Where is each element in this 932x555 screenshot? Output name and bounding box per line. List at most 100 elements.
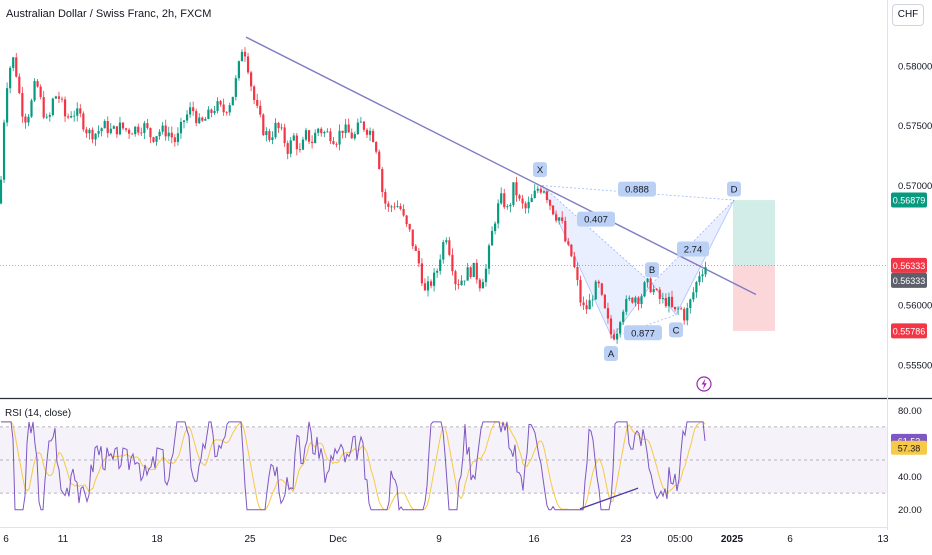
candle-body: [500, 193, 503, 204]
candle-body: [253, 86, 256, 101]
pattern-ratio-line: [651, 199, 735, 284]
candle-body: [289, 140, 292, 154]
grid-layer: [0, 0, 932, 530]
candle-body: [48, 115, 51, 117]
candle-body: [490, 231, 494, 246]
candle-body: [301, 139, 305, 150]
candle-body: [140, 132, 143, 134]
candle-body: [423, 283, 427, 291]
pattern-point-c: C: [673, 325, 680, 336]
candle-body: [259, 105, 262, 115]
candle-body: [698, 276, 701, 283]
candle-body: [655, 289, 658, 290]
candle-body: [73, 115, 76, 117]
candle-body: [594, 281, 597, 300]
candle-body: [396, 206, 399, 208]
pattern-labels: X A B C D 0.888 0.407 0.877 2.74: [533, 162, 741, 362]
candle-body: [195, 111, 198, 124]
candle-body: [436, 270, 439, 273]
candle-body: [234, 78, 237, 97]
rsi-tick-label: 80.00: [898, 406, 922, 417]
pattern-fill-bcd: [652, 200, 734, 315]
rsi-tick-label: 20.00: [898, 505, 922, 516]
pattern-point-x: X: [537, 165, 544, 176]
candle-body: [2, 122, 6, 180]
candle-body: [67, 116, 70, 118]
price-tag: 0.56333: [893, 276, 926, 286]
candle-body: [393, 206, 396, 208]
candle-body: [561, 217, 564, 221]
pattern-ratio-label-bg: [624, 325, 662, 341]
candle-body: [664, 298, 667, 307]
candle-body: [350, 132, 353, 139]
candle-body: [414, 246, 417, 251]
candle-body: [329, 131, 332, 142]
pattern-fill-xab: [542, 185, 652, 338]
candle-body: [240, 51, 244, 62]
candle-body: [673, 306, 677, 310]
candle-body: [85, 129, 88, 134]
candle-body: [265, 131, 268, 136]
candle-body: [344, 124, 347, 133]
candle-body: [103, 121, 106, 129]
candle-body: [189, 107, 192, 115]
candle-body: [60, 98, 64, 100]
candle-body: [42, 97, 45, 118]
candle-body: [173, 137, 176, 143]
pattern-point-x-bg: [533, 162, 547, 178]
candle-body: [368, 130, 372, 135]
candle-body: [274, 122, 277, 138]
price-tag-bg: [891, 272, 927, 288]
long-position-tool[interactable]: [733, 200, 775, 331]
candle-body: [451, 254, 454, 272]
candle-body: [0, 179, 3, 204]
candle-body: [402, 208, 405, 216]
pattern-ratio-label-bg: [577, 211, 615, 227]
candle-body: [558, 217, 561, 221]
candle-body: [292, 135, 295, 141]
pattern-ratio-label: 0.888: [625, 185, 649, 196]
time-tick-label: 16: [528, 534, 540, 545]
candle-body: [689, 299, 692, 309]
candle-body: [109, 128, 112, 134]
candle-body: [509, 204, 512, 207]
position-stop-zone: [733, 265, 775, 331]
trendline-layer[interactable]: [245, 36, 757, 296]
candle-body: [164, 125, 167, 137]
candle-body: [323, 132, 326, 134]
candle-body: [667, 296, 671, 307]
currency-button[interactable]: CHF: [892, 4, 924, 26]
rsi-value-tag: 57.38: [898, 443, 921, 453]
candle-body: [271, 137, 274, 141]
candle-body: [365, 129, 369, 135]
candle-body: [442, 242, 445, 260]
candle-body: [512, 182, 515, 205]
pattern-point-b-bg: [645, 262, 659, 278]
pattern-point-b: B: [649, 265, 655, 276]
candle-body: [12, 57, 15, 68]
price-tick-label: 0.58000: [898, 61, 932, 72]
candle-body: [448, 240, 451, 255]
candle-body: [683, 308, 686, 321]
time-tick-label: 11: [58, 534, 69, 545]
pattern-ratio-label-bg: [618, 181, 656, 197]
candle-body: [134, 126, 137, 135]
harmonic-pattern[interactable]: [541, 185, 735, 339]
time-tick-label: 6: [787, 534, 793, 545]
candle-body: [497, 203, 500, 224]
candle-body: [51, 98, 54, 116]
candle-body: [82, 113, 85, 130]
candle-body: [640, 296, 643, 304]
rsi-value-tag-bg: [891, 440, 927, 455]
candle-body: [45, 116, 48, 118]
price-tag-bg: [891, 192, 927, 208]
candle-body: [616, 333, 619, 340]
candle-body: [695, 282, 698, 293]
candle-body: [155, 136, 158, 142]
axis-layer: 0.58000 0.57500 0.57000 0.56000 0.55500 6 11 18…: [3, 61, 932, 545]
price-tick-label: 0.55500: [898, 361, 932, 372]
candle-body: [384, 192, 387, 204]
candle-body: [564, 220, 567, 242]
candle-body: [457, 284, 460, 286]
